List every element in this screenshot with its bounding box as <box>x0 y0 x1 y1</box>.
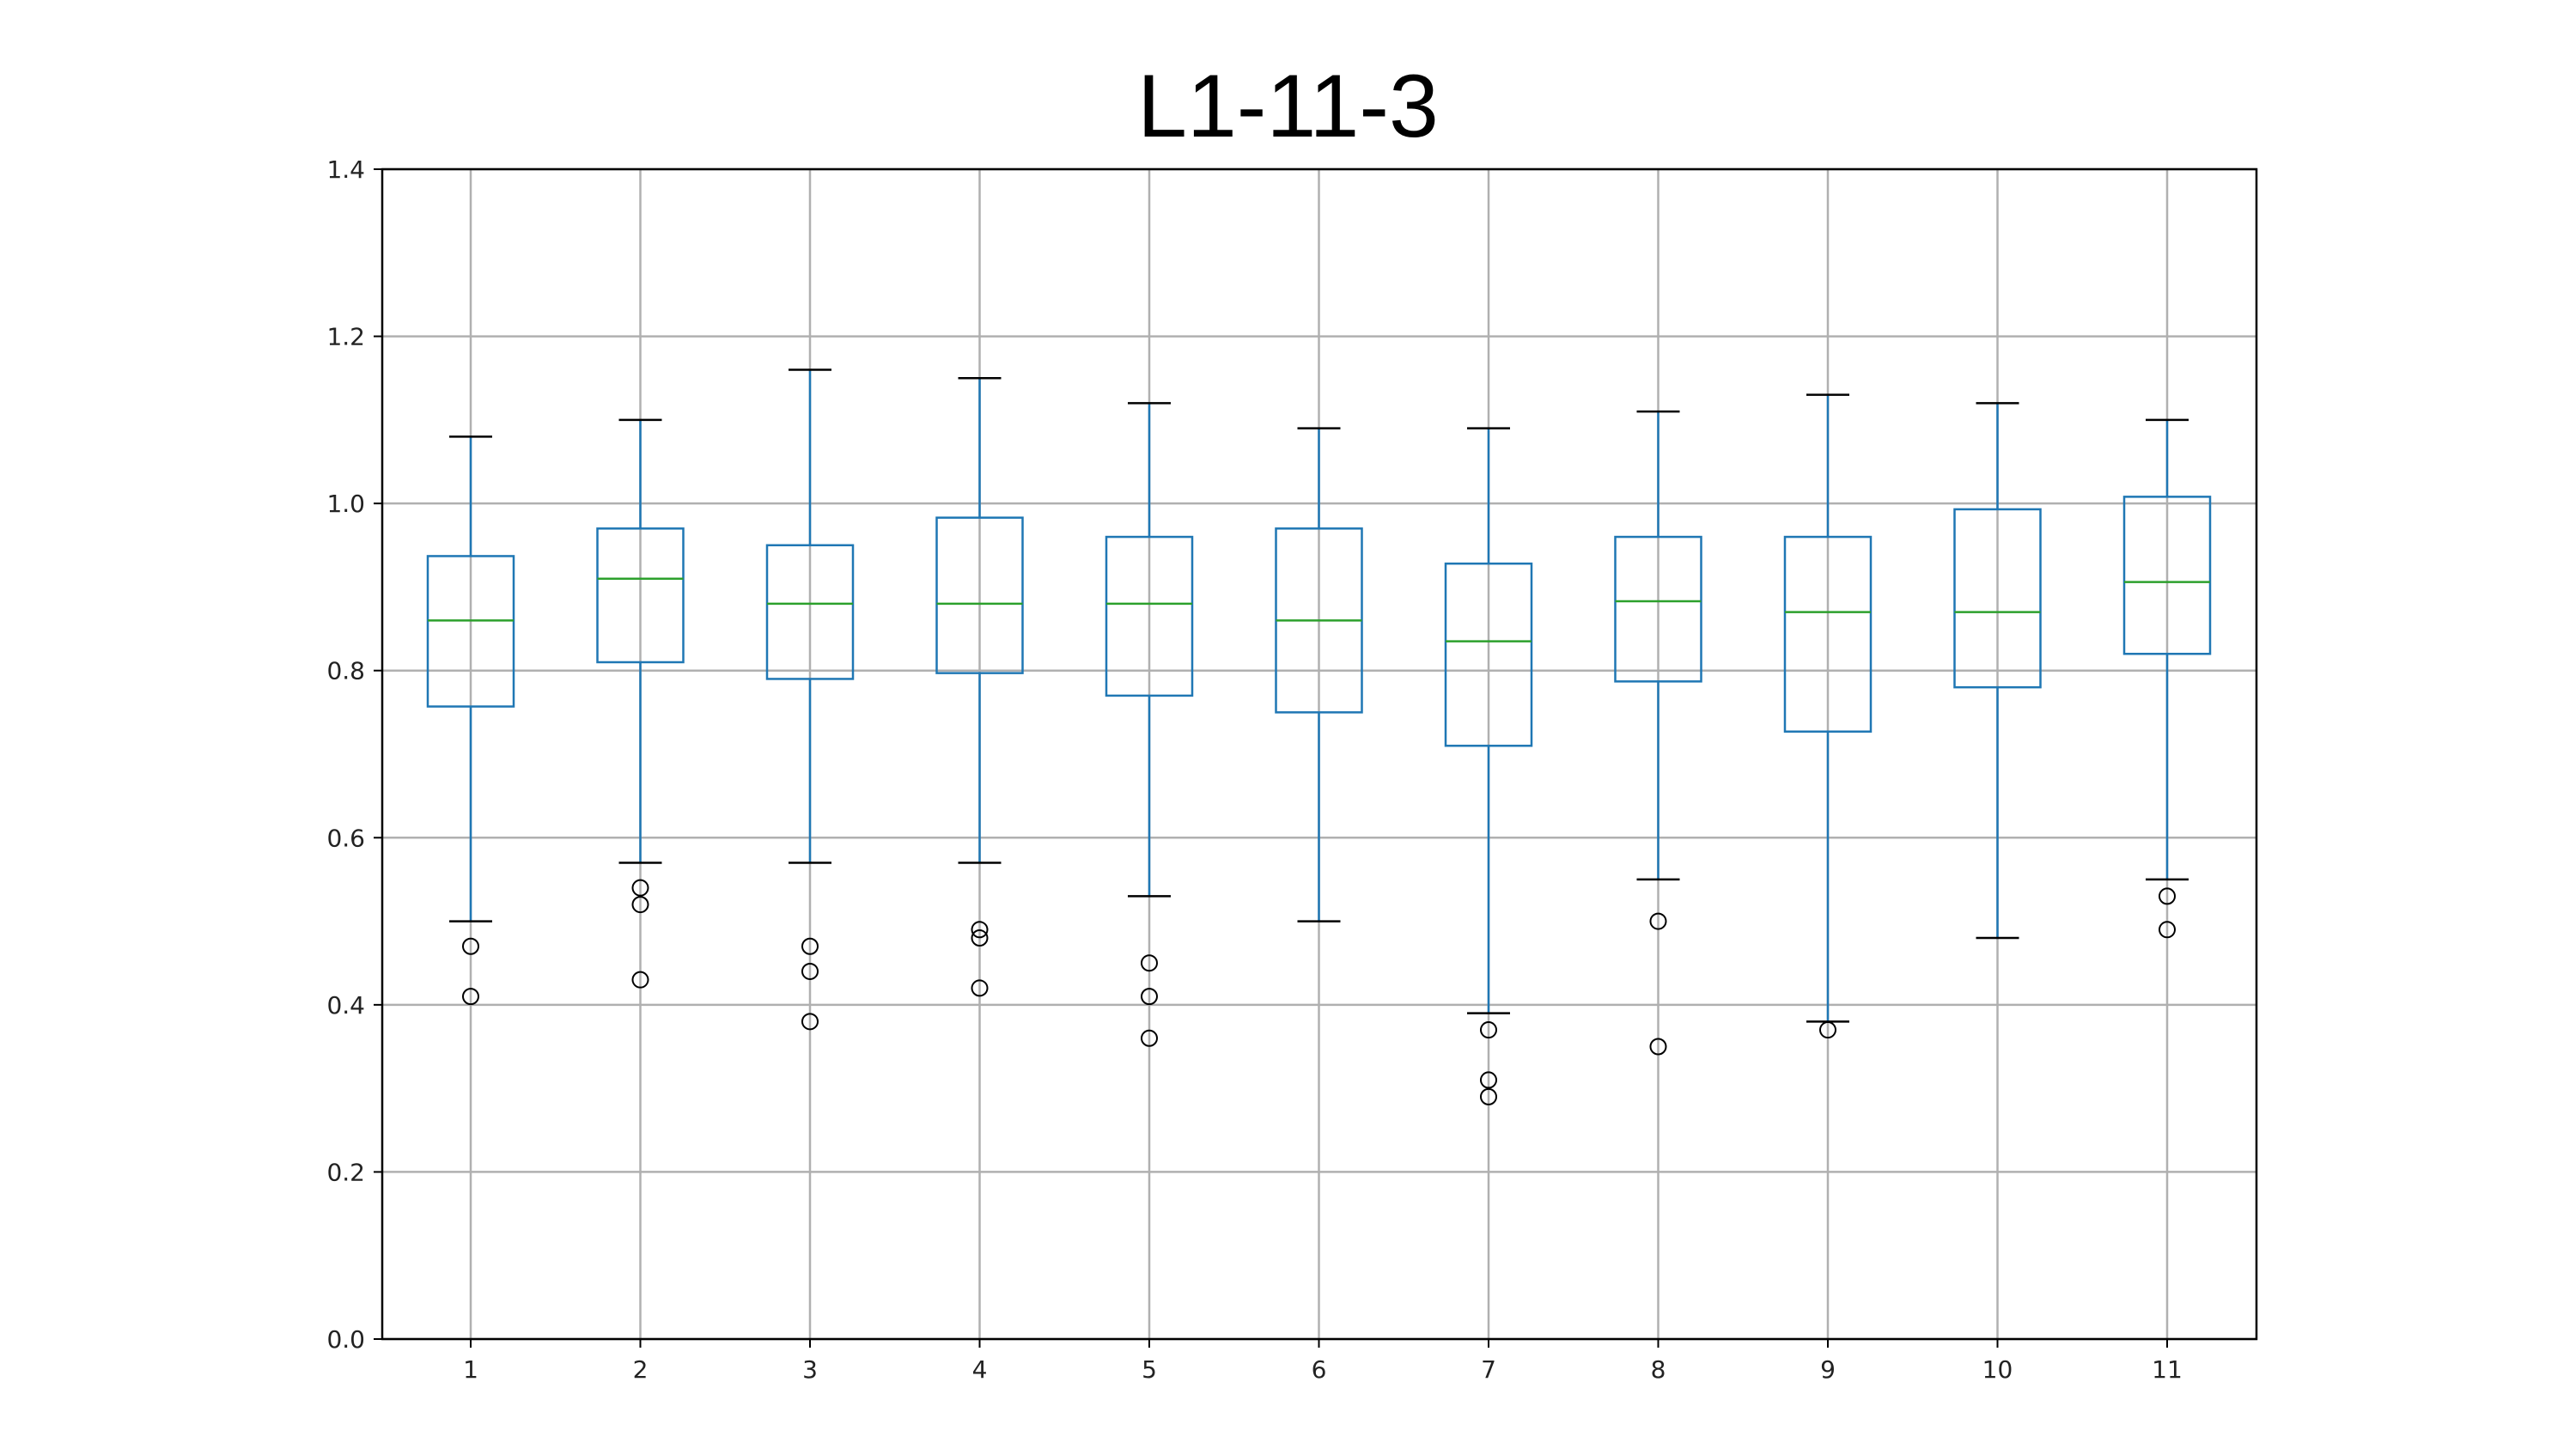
x-tick-label: 5 <box>1142 1355 1157 1384</box>
outlier-point <box>1649 1038 1667 1056</box>
y-tick-label: 1.0 <box>326 490 365 518</box>
y-tick-label: 0.6 <box>326 824 365 852</box>
box-group-11 <box>2122 418 2212 939</box>
outlier-point <box>631 896 649 914</box>
outlier-point <box>1649 912 1667 930</box>
y-tick-label: 0.4 <box>326 991 365 1020</box>
y-tick-label: 0.8 <box>326 657 365 685</box>
y-tick-label: 1.2 <box>326 323 365 351</box>
x-tick-label: 4 <box>972 1355 988 1384</box>
iqr-box <box>1783 535 1873 733</box>
box-group-1 <box>426 435 515 1006</box>
outlier-point <box>971 929 989 947</box>
x-tick-label: 3 <box>802 1355 818 1384</box>
outlier-point <box>801 1013 819 1031</box>
y-tick-label: 0.0 <box>326 1325 365 1354</box>
box-group-6 <box>1275 427 1363 922</box>
x-tick-label: 10 <box>1982 1355 2013 1384</box>
box-group-2 <box>596 418 685 989</box>
y-tick-label: 1.4 <box>326 155 365 184</box>
outlier-point <box>2159 921 2176 939</box>
chart-title: L1-11-3 <box>1137 57 1439 156</box>
x-tick-label: 1 <box>463 1355 478 1384</box>
x-tick-label: 8 <box>1651 1355 1666 1384</box>
outlier-point <box>631 971 649 989</box>
x-tick-label: 2 <box>633 1355 649 1384</box>
box-group-7 <box>1444 427 1533 1105</box>
x-tick-label: 9 <box>1820 1355 1836 1384</box>
iqr-box <box>1614 535 1702 683</box>
x-tick-label: 11 <box>2152 1355 2183 1384</box>
box-group-5 <box>1105 402 1194 1047</box>
iqr-box <box>1953 508 2042 689</box>
iqr-box <box>596 527 685 664</box>
iqr-box <box>1444 562 1533 747</box>
outlier-point <box>971 979 989 997</box>
box-group-9 <box>1783 393 1873 1039</box>
outlier-point <box>1141 1029 1158 1047</box>
outlier-point <box>801 937 819 955</box>
iqr-box <box>765 544 855 680</box>
outlier-point <box>801 962 819 980</box>
box-group-3 <box>765 368 855 1031</box>
outlier-point <box>1141 954 1158 972</box>
iqr-box <box>426 555 515 708</box>
box-group-4 <box>935 376 1024 997</box>
outlier-point <box>631 879 649 897</box>
plot-frame <box>381 167 2258 1341</box>
box-group-10 <box>1953 402 2042 940</box>
outlier-point <box>462 937 479 955</box>
axes-layer: 0.0 0.2 0.4 0.6 0.8 1.0 1.2 1.4 1 2 3 4 5 6 7 8 9 10 11 <box>326 155 2258 1384</box>
outlier-point <box>1480 1087 1497 1105</box>
iqr-box <box>935 516 1024 674</box>
x-tick-label: 6 <box>1312 1355 1327 1384</box>
iqr-box <box>1105 535 1194 697</box>
outlier-point <box>1480 1021 1497 1039</box>
outlier-point <box>2159 887 2176 905</box>
x-tick-label: 7 <box>1481 1355 1496 1384</box>
outlier-point <box>971 921 989 939</box>
y-tick-label: 0.2 <box>326 1158 365 1186</box>
boxes-layer <box>426 368 2212 1105</box>
outlier-point <box>1819 1021 1836 1039</box>
outlier-point <box>1141 988 1158 1006</box>
outlier-point <box>1480 1071 1497 1089</box>
box-group-8 <box>1614 410 1702 1056</box>
iqr-box <box>2122 496 2212 655</box>
outlier-point <box>462 988 479 1006</box>
